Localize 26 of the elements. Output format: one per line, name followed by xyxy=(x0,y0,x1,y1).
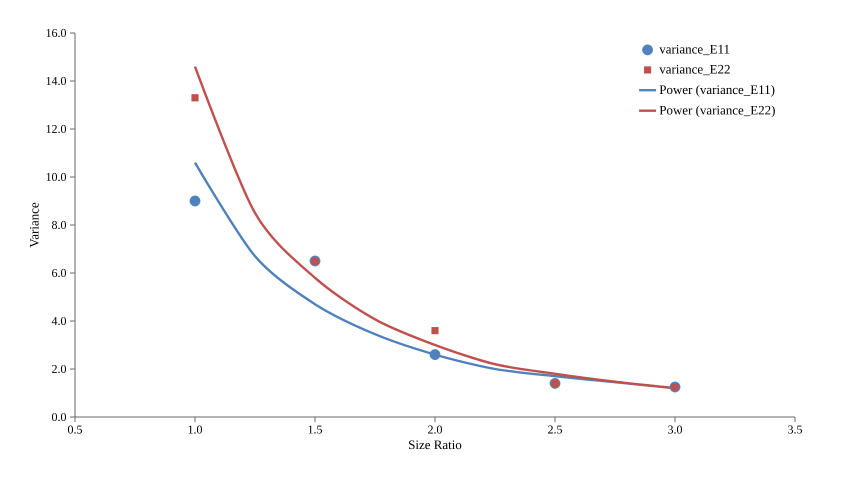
point xyxy=(430,349,440,360)
y-tick-label: 4.0 xyxy=(52,316,66,326)
legend-label: variance_E11 xyxy=(659,44,730,56)
legend-label: variance_E22 xyxy=(659,64,730,76)
y-tick-label: 14.0 xyxy=(46,76,66,86)
y-tick-label: 6.0 xyxy=(52,268,66,278)
x-tick-label: 1.0 xyxy=(188,426,202,434)
x-tick-label: 1.5 xyxy=(308,426,322,434)
point xyxy=(191,94,199,102)
legend-label: Power (variance_E11) xyxy=(660,84,774,97)
x-tick-label: 0.5 xyxy=(68,426,82,434)
point xyxy=(190,196,200,206)
y-axis-title: Variance xyxy=(30,202,39,248)
x-tick-label: 3.5 xyxy=(788,426,802,434)
legend-label: Power (variance_E22) xyxy=(660,105,775,118)
y-tick-label: 0.0 xyxy=(52,412,66,422)
y-tick-label: 10.0 xyxy=(46,172,66,182)
x-axis-title: Size Ratio xyxy=(409,440,462,450)
y-tick-label: 16.0 xyxy=(46,28,66,38)
x-tick-label: 2.5 xyxy=(548,426,562,434)
y-tick-label: 12.0 xyxy=(46,124,66,134)
x-tick-label: 2.0 xyxy=(428,426,442,434)
y-tick-label: 2.0 xyxy=(52,364,66,374)
y-tick-label: 8.0 xyxy=(52,220,66,230)
point xyxy=(431,327,439,334)
x-tick-label: 3.0 xyxy=(668,426,682,434)
